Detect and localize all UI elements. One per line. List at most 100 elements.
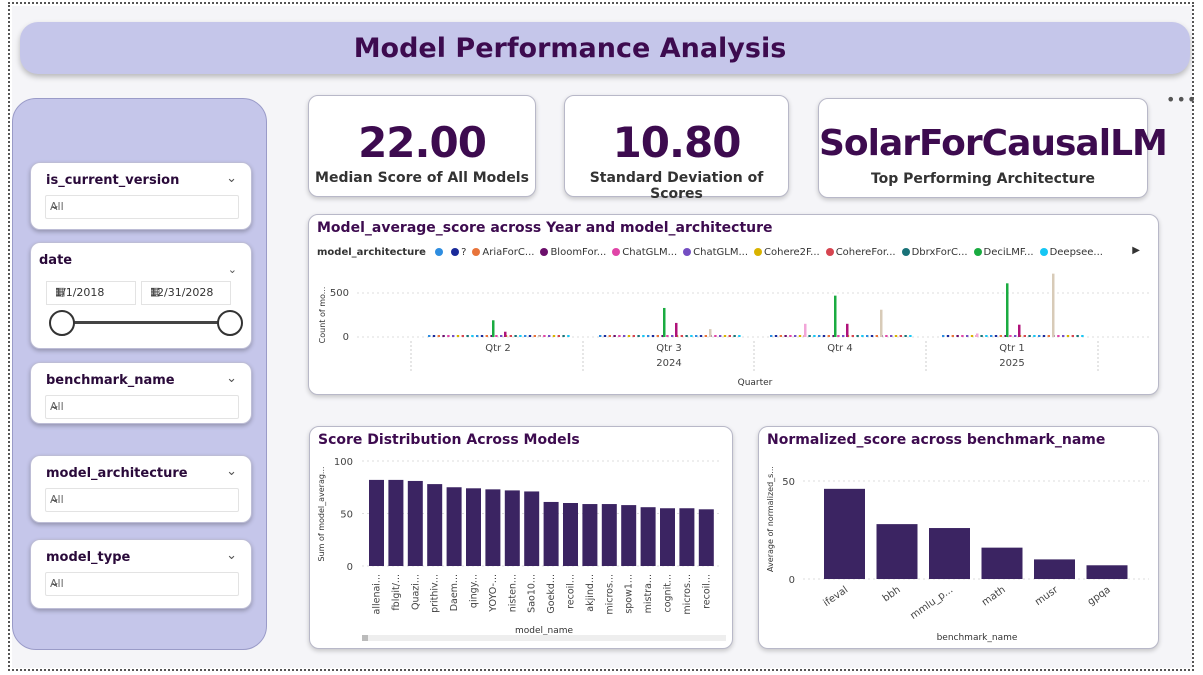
chart-bar <box>369 479 384 566</box>
chart-bar <box>627 335 631 337</box>
x-tick-label: cognit... <box>663 574 674 613</box>
chart-bar <box>543 501 559 566</box>
legend-label: DeciLMF... <box>983 247 1034 258</box>
chart-bar <box>885 335 888 337</box>
chart-bar <box>490 335 493 337</box>
legend-item[interactable] <box>435 247 445 258</box>
date-range-start-handle[interactable] <box>49 310 75 336</box>
model-architecture-dropdown[interactable]: All ⌄ <box>45 488 239 512</box>
chart-bar <box>1052 273 1055 337</box>
chart-bar <box>427 484 443 566</box>
chart-bar <box>1006 283 1009 337</box>
chart-bar <box>1009 335 1012 337</box>
chart-bar <box>861 335 864 337</box>
chart-bar <box>637 335 640 337</box>
chart-bar <box>495 335 498 337</box>
chart-bar <box>723 335 727 337</box>
chart-bar <box>685 335 688 337</box>
chart-bar <box>846 323 849 337</box>
start-date-input[interactable]: 1/1/2018 ▦ <box>46 281 136 305</box>
chevron-down-icon[interactable]: ⌄ <box>226 371 237 386</box>
chart-bar <box>880 309 883 337</box>
chart-bar <box>866 335 869 337</box>
is-current-version-dropdown[interactable]: All ⌄ <box>45 195 239 219</box>
chevron-down-icon: ⌄ <box>50 198 61 212</box>
chart-bar <box>1086 565 1128 579</box>
calendar-icon[interactable]: ▦ <box>55 285 66 298</box>
legend-item[interactable]: Deepsee... <box>1039 247 1103 258</box>
chart-bar <box>524 335 527 337</box>
chart-bar <box>695 335 698 337</box>
chart-bar <box>680 335 683 337</box>
legend-item[interactable]: DeciLMF... <box>973 247 1034 258</box>
chart-bar <box>466 335 469 337</box>
kpi-card-median: 22.00 Median Score of All Models <box>308 95 536 197</box>
model-type-dropdown[interactable]: All ⌄ <box>45 572 239 596</box>
end-date-input[interactable]: 12/31/2028 ▦ <box>141 281 231 305</box>
legend-marker-icon <box>435 248 444 256</box>
legend-marker-icon <box>901 248 910 256</box>
date-range-slider-track[interactable] <box>61 321 229 324</box>
legend-marker-icon <box>451 248 460 256</box>
chart-bar <box>621 505 637 566</box>
slicer-label: model_architecture <box>46 466 188 481</box>
chart-bar <box>1081 335 1084 337</box>
chart-bar <box>981 547 1023 579</box>
kpi-label: Top Performing Architecture <box>870 171 1096 187</box>
kpi-value: 22.00 <box>358 118 487 167</box>
slicer-date[interactable]: date ⌄ 1/1/2018 ▦ 12/31/2028 ▦ <box>30 242 252 349</box>
legend-item[interactable]: ? <box>451 247 466 258</box>
chevron-down-icon[interactable]: ⌄ <box>227 263 237 276</box>
y-tick-label: 50 <box>340 510 353 521</box>
x-tick-label: Qtr 2 <box>485 343 510 354</box>
legend-item[interactable]: DbrxForC... <box>901 247 968 258</box>
chart-bar <box>492 320 495 337</box>
chart-bar <box>388 479 404 566</box>
chart-bar <box>827 335 830 337</box>
more-options-icon[interactable]: ••• <box>1166 90 1198 109</box>
slicer-model-architecture[interactable]: model_architecture ⌄ All ⌄ <box>30 455 252 523</box>
legend-item[interactable]: Cohere2F... <box>754 247 820 258</box>
chart-title: Model_average_score across Year and mode… <box>317 220 773 236</box>
chart-bar <box>961 335 964 337</box>
chevron-down-icon[interactable]: ⌄ <box>226 464 237 479</box>
chart-bar <box>1076 335 1079 337</box>
x-tick-label: recoil... <box>566 574 577 609</box>
slicer-model-type[interactable]: model_type ⌄ All ⌄ <box>30 539 252 609</box>
legend-label: Cohere2F... <box>764 247 820 258</box>
chart-bar <box>461 335 464 337</box>
y-tick-label: 500 <box>330 288 349 299</box>
chart-bar <box>452 335 455 337</box>
x-tick-label: bbh <box>881 584 903 604</box>
legend-item[interactable]: AriaForC... <box>472 247 534 258</box>
slicer-benchmark-name[interactable]: benchmark_name ⌄ All ⌄ <box>30 362 252 424</box>
chevron-down-icon[interactable]: ⌄ <box>226 171 237 186</box>
chart-bar <box>728 335 731 337</box>
chart-bar <box>999 335 1002 337</box>
y-axis-label: Average of normalized_s... <box>766 466 775 572</box>
x-year-label: 2025 <box>999 358 1024 369</box>
calendar-icon[interactable]: ▦ <box>150 285 161 298</box>
chevron-down-icon: ⌄ <box>50 491 61 505</box>
chart-bar <box>818 335 821 337</box>
date-range-end-handle[interactable] <box>217 310 243 336</box>
legend-scroll-right-icon[interactable]: ▶ <box>1132 245 1140 256</box>
legend-title: model_architecture <box>317 247 426 258</box>
chart-bar <box>485 489 501 566</box>
legend-item[interactable]: CohereFor... <box>825 247 896 258</box>
legend-label: BloomFor... <box>550 247 607 258</box>
chart-bar <box>779 335 782 337</box>
legend-label: ChatGLM... <box>622 247 678 258</box>
benchmark-name-dropdown[interactable]: All ⌄ <box>45 395 239 419</box>
chevron-down-icon[interactable]: ⌄ <box>226 548 237 563</box>
legend-label: Deepsee... <box>1049 247 1103 258</box>
chart-card-normalized-score: Normalized_score across benchmark_name A… <box>758 426 1159 649</box>
kpi-card-top-architecture: SolarForCausalLM Top Performing Architec… <box>818 98 1168 198</box>
chart-bar <box>842 335 845 337</box>
legend-item[interactable]: ChatGLM... <box>612 247 677 258</box>
legend-item[interactable]: ChatGLM... <box>683 247 748 258</box>
legend-marker-icon <box>1039 248 1048 256</box>
legend-item[interactable]: BloomFor... <box>540 247 606 258</box>
slicer-is-current-version[interactable]: is_current_version ⌄ All ⌄ <box>30 162 252 230</box>
x-tick-label: spow1... <box>624 574 635 614</box>
